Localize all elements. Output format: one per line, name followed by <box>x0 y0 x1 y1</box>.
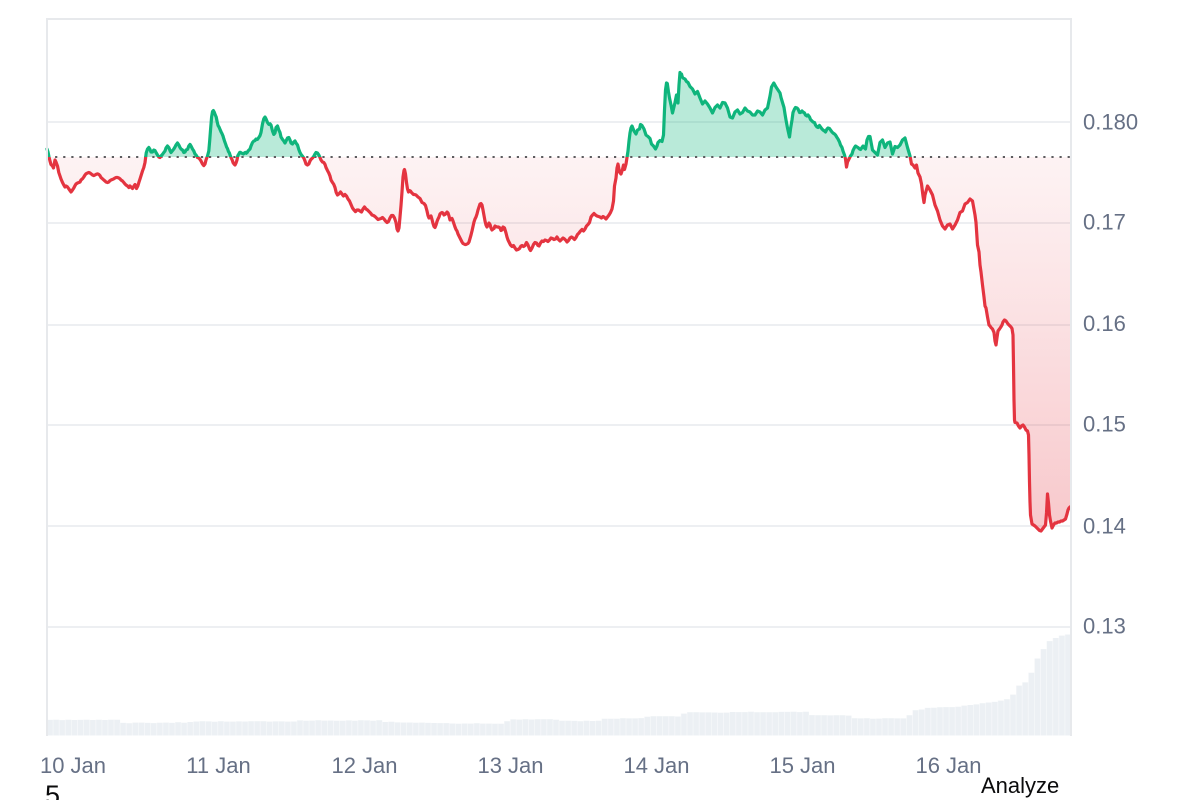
svg-text:0.17: 0.17 <box>1083 210 1126 235</box>
svg-text:10 Jan: 10 Jan <box>40 753 106 778</box>
svg-text:12 Jan: 12 Jan <box>331 753 397 778</box>
svg-text:16 Jan: 16 Jan <box>915 753 981 778</box>
svg-text:0.180: 0.180 <box>1083 110 1138 135</box>
svg-text:Analyze: Analyze <box>981 773 1059 798</box>
svg-text:5: 5 <box>45 780 60 800</box>
svg-text:0.16: 0.16 <box>1083 311 1126 336</box>
svg-text:0.14: 0.14 <box>1083 514 1126 539</box>
svg-text:0.15: 0.15 <box>1083 412 1126 437</box>
svg-text:13 Jan: 13 Jan <box>477 753 543 778</box>
svg-text:0.13: 0.13 <box>1083 614 1126 639</box>
svg-text:14 Jan: 14 Jan <box>623 753 689 778</box>
svg-text:15 Jan: 15 Jan <box>769 753 835 778</box>
svg-text:11 Jan: 11 Jan <box>186 753 250 778</box>
